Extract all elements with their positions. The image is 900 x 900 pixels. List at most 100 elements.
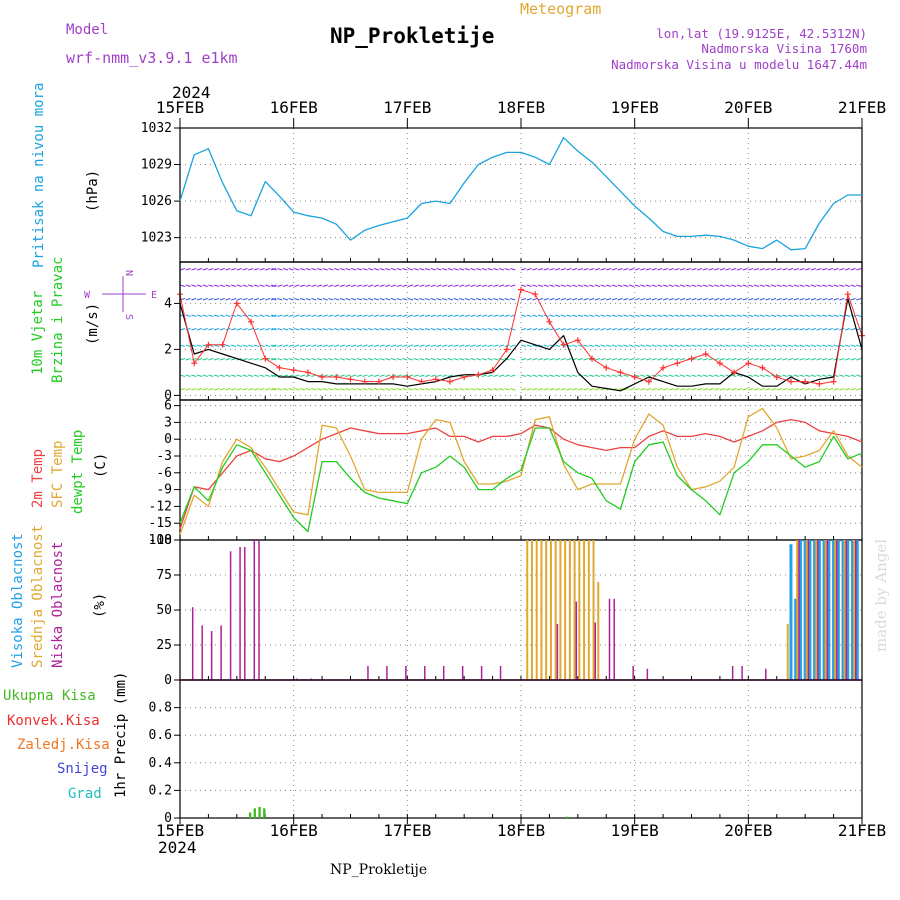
wind-arrow — [396, 344, 402, 347]
wind-arrow — [645, 284, 652, 287]
pressure-line — [179, 137, 862, 251]
wind-arrow — [407, 388, 414, 391]
wind-arrow — [351, 358, 357, 361]
wind-arrow — [719, 314, 726, 317]
wind-arrow — [697, 314, 703, 317]
wind-arrow — [810, 268, 816, 271]
wind-arrow — [691, 268, 697, 271]
wind-arrow — [379, 358, 385, 361]
wind-arrow — [288, 388, 294, 391]
wind-arrow — [493, 328, 499, 331]
wind-gust-marker — [432, 376, 439, 383]
wind-arrow — [793, 268, 799, 271]
wind-arrow — [611, 344, 618, 347]
wind-arrow — [702, 328, 709, 331]
wind-arrow — [833, 284, 839, 287]
wind-arrow — [702, 358, 709, 361]
wind-arrow — [339, 314, 345, 317]
wind-arrow — [844, 344, 851, 347]
wind-arrow — [402, 374, 408, 377]
wind-arrow — [782, 374, 788, 377]
wind-arrow — [225, 388, 231, 391]
wind-arrow — [628, 284, 635, 287]
wind-arrow — [179, 374, 186, 377]
wind-arrow — [742, 298, 748, 301]
wind-arrow — [742, 328, 748, 331]
wind-arrow — [617, 298, 623, 301]
x-tick-label-bottom: 21FEB — [838, 821, 886, 840]
wind-arrow — [447, 314, 453, 317]
wind-arrow — [481, 374, 488, 377]
wind-arrow — [373, 328, 380, 331]
wind-arrow — [339, 358, 345, 361]
wind-arrow — [770, 298, 777, 301]
wind-arrow — [179, 284, 186, 287]
wind-gust-marker — [574, 337, 581, 344]
wind-arrow — [623, 298, 629, 301]
wind-arrow — [424, 358, 431, 361]
wind-arrow — [333, 284, 340, 287]
wind-arrow — [662, 344, 669, 347]
wind-arrow — [196, 374, 203, 377]
wind-arrow — [288, 344, 294, 347]
wind-arrow — [493, 314, 499, 317]
wind-arrow — [566, 374, 572, 377]
wind-arrow — [583, 374, 589, 377]
wind-arrow — [373, 388, 380, 391]
wind-arrow — [453, 284, 459, 287]
wind-arrow — [459, 298, 465, 301]
wind-arrow — [782, 328, 788, 331]
wind-arrow — [594, 344, 601, 347]
wind-arrow — [583, 284, 589, 287]
wind-arrow — [305, 284, 311, 287]
wind-arrow — [351, 298, 357, 301]
wind-arrow — [805, 268, 811, 271]
wind-arrow — [213, 374, 220, 377]
wind-arrow — [333, 298, 340, 301]
wind-arrow — [385, 284, 391, 287]
wind-arrow — [328, 328, 334, 331]
wind-arrow — [322, 388, 328, 391]
wind-arrow — [242, 388, 248, 391]
wind-arrow — [589, 374, 595, 377]
wind-arrow — [839, 388, 845, 391]
wind-arrow — [219, 298, 225, 301]
wind-arrow — [396, 268, 402, 271]
footer-title: NP_Prokletije — [330, 862, 427, 878]
wind-arrow — [447, 344, 453, 347]
wind-arrow — [390, 328, 397, 331]
wind-arrow — [787, 328, 794, 331]
wind-arrow — [419, 358, 425, 361]
wind-arrow — [770, 388, 777, 391]
wind-arrow — [402, 298, 408, 301]
wind-arrow — [833, 358, 839, 361]
wind-arrow — [294, 314, 300, 317]
wind-arrow — [453, 298, 459, 301]
wind-arrow — [510, 328, 516, 331]
wind-arrow — [248, 268, 254, 271]
wind-arrow — [799, 358, 805, 361]
wind-arrow — [770, 284, 777, 287]
y-tick-label: 1026 — [141, 194, 172, 209]
wind-arrow — [606, 298, 612, 301]
wind-arrow — [368, 284, 374, 287]
y-tick-label: 100 — [149, 533, 172, 548]
wind-arrow — [736, 284, 743, 287]
wind-arrow — [782, 388, 788, 391]
wind-arrow — [628, 298, 635, 301]
wind-arrow — [810, 344, 816, 347]
wind-arrow — [476, 284, 482, 287]
wind-arrow — [827, 374, 834, 377]
wind-arrow — [856, 314, 862, 317]
dewpt-line — [179, 427, 863, 533]
wind-arrow — [577, 328, 583, 331]
panel-frame — [179, 679, 863, 819]
wind-arrow — [436, 268, 442, 271]
wind-arrow — [827, 314, 834, 317]
wind-arrow — [481, 298, 488, 301]
wind-arrow — [532, 268, 538, 271]
wind-arrow — [396, 298, 402, 301]
wind-arrow — [520, 344, 527, 347]
wind-arrow — [368, 268, 374, 271]
wind-arrow — [657, 344, 663, 347]
